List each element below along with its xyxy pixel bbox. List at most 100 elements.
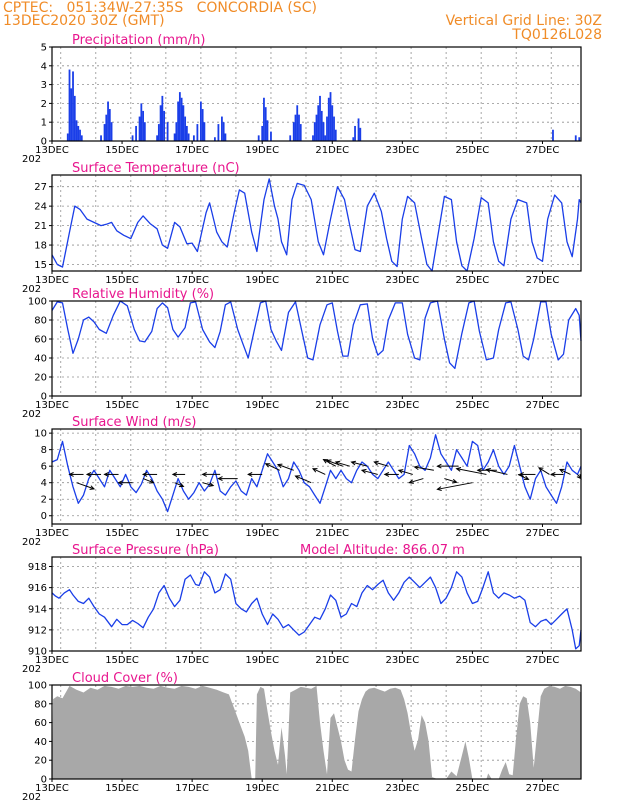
x-tick-label: 15DEC [105, 145, 139, 156]
precip-bar [177, 101, 180, 141]
x-tick-label: 17DEC [175, 655, 209, 666]
wind-arrow [437, 482, 473, 490]
y-tick-label: 60 [34, 335, 47, 346]
x-tick-label: 21DEC [315, 145, 349, 156]
wind-arrow-head [117, 480, 123, 486]
precip-bar [264, 107, 267, 141]
y-tick-label: 60 [34, 718, 47, 729]
y-tick-label: 24 [34, 202, 47, 213]
precip-bar [574, 135, 577, 141]
x-tick-label: 25DEC [456, 655, 490, 666]
x-tick-label: 13DEC [35, 528, 69, 539]
precip-bar [173, 133, 176, 141]
x-tick-label: 19DEC [245, 655, 279, 666]
panel-frame [51, 428, 582, 525]
y-tick-label: 20 [34, 373, 47, 384]
precip-bar [329, 92, 332, 141]
x-tick-label: 19DEC [245, 400, 279, 411]
y-tick-label: 8 [41, 445, 47, 456]
cloud-cover-area [52, 685, 581, 779]
x-tick-label: 21DEC [315, 400, 349, 411]
x-tick-label: 27DEC [526, 400, 560, 411]
series-line [51, 300, 582, 370]
panel-title: Surface Wind (m/s) [72, 415, 196, 430]
wind-arrow-head [334, 460, 341, 466]
wind-arrow [295, 475, 312, 484]
panel-3 [49, 300, 582, 399]
x-tick-label: 17DEC [175, 275, 209, 286]
y-tick-label: 40 [34, 737, 47, 748]
x-tick-label: 15DEC [105, 783, 139, 794]
y-tick-label: 0 [41, 775, 47, 786]
precip-bar [175, 122, 178, 141]
precip-bar [77, 125, 80, 141]
precip-bar [131, 135, 134, 141]
wind-arrow-head [455, 467, 462, 472]
precip-bar [317, 105, 320, 141]
precip-bar [263, 97, 265, 141]
series-line [51, 434, 582, 513]
x-tick-label: 23DEC [385, 528, 419, 539]
precip-bar [143, 122, 146, 141]
header-date: 13DEC2020 30Z (GMT) [3, 13, 165, 29]
wind-arrow [456, 468, 487, 475]
precip-bar [217, 124, 220, 141]
precip-bar [354, 125, 356, 141]
precip-bar [73, 95, 76, 141]
precip-bar [289, 135, 292, 141]
precip-bar [578, 137, 581, 141]
precip-bar [80, 135, 83, 141]
x-tick-label: 17DEC [175, 145, 209, 156]
x-tick-label: 21DEC [315, 783, 349, 794]
x-tick-label: 21DEC [315, 528, 349, 539]
precip-bar [161, 95, 164, 141]
precip-bar [322, 122, 325, 141]
wind-arrow-head [89, 485, 96, 490]
wind-arrow [374, 461, 389, 467]
x-tick-label: 19DEC [245, 528, 279, 539]
precip-bar [319, 95, 321, 141]
wind-arrow-head [558, 468, 565, 474]
panel-title: Surface Pressure (hPa) [72, 543, 219, 558]
y-tick-label: 918 [28, 562, 47, 573]
precip-bar [312, 135, 314, 141]
wind-arrow [202, 482, 214, 487]
panel-frame [51, 174, 582, 272]
precip-bar [266, 120, 269, 141]
precip-bar [292, 122, 295, 141]
precip-bar [178, 92, 181, 141]
precip-bar [70, 88, 73, 141]
y-tick-label: 18 [34, 241, 47, 252]
wind-arrow-head [149, 479, 155, 484]
x-tick-label: 21DEC [315, 275, 349, 286]
header-grid-line: Vertical Grid Line: 30Z [445, 13, 602, 29]
y-tick-label: 80 [34, 316, 47, 327]
precip-bar [270, 131, 272, 141]
precip-bar [185, 125, 188, 141]
y-tick-label: 15 [34, 260, 47, 271]
wind-arrow [142, 478, 154, 484]
precip-bar [331, 105, 334, 141]
wind-arrow [312, 468, 326, 475]
x-tick-label: 25DEC [456, 400, 490, 411]
precip-bar [224, 133, 227, 141]
precip-bar [187, 133, 190, 141]
wind-arrow-head [350, 460, 356, 466]
precip-bar [163, 110, 166, 141]
precip-bar [110, 122, 113, 141]
x-tick-label: 25DEC [456, 783, 490, 794]
x-year-stub: 202 [22, 537, 41, 548]
x-tick-label: 19DEC [245, 783, 279, 794]
precip-bar [182, 105, 185, 141]
precip-bar [298, 114, 300, 141]
y-tick-label: 21 [34, 221, 47, 232]
wind-arrow-head [322, 459, 329, 464]
precip-bar [222, 122, 225, 141]
wind-arrow [351, 461, 368, 467]
wind-arrow-head [264, 463, 271, 468]
x-tick-label: 27DEC [526, 528, 560, 539]
precip-bar [326, 116, 328, 141]
x-tick-label: 23DEC [385, 275, 419, 286]
precip-bar [324, 135, 327, 141]
